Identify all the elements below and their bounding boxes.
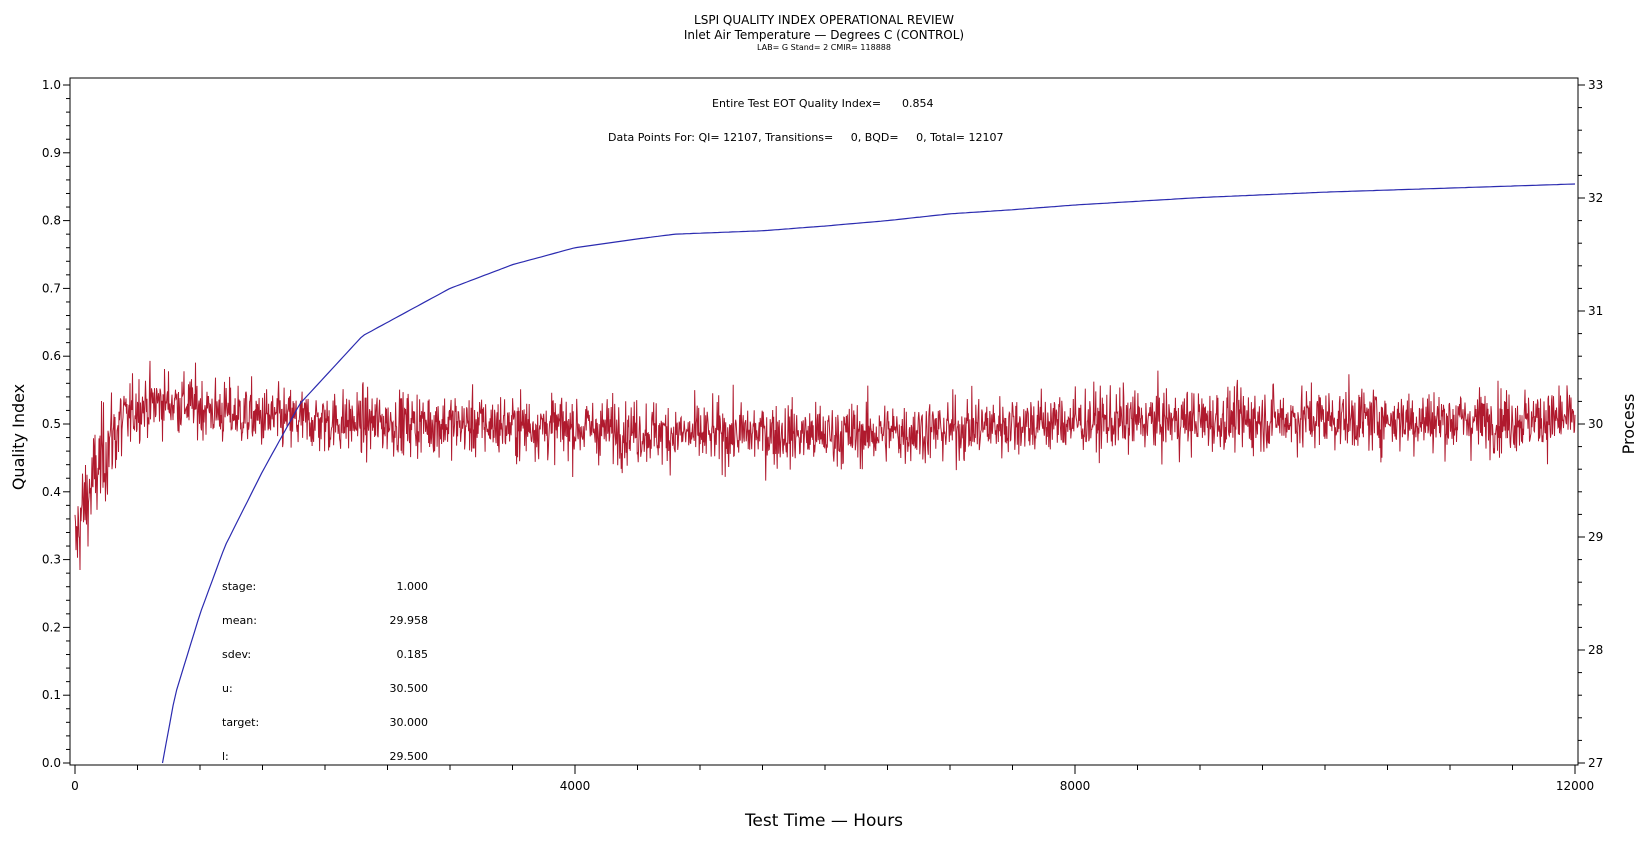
stat-label: u: (222, 682, 233, 695)
chart-title: LSPI QUALITY INDEX OPERATIONAL REVIEW (694, 13, 954, 27)
eot-quality-value: 0.854 (902, 97, 934, 110)
eot-quality-label: Entire Test EOT Quality Index= (712, 97, 881, 110)
stat-label: mean: (222, 614, 257, 627)
chart-subtitle: Inlet Air Temperature — Degrees C (CONTR… (683, 28, 965, 42)
stats-panel: stage: 1.000 mean: 29.958 sdev: 0.185 u: 30.500… (222, 580, 428, 763)
stat-label: l: (222, 750, 229, 763)
plot-frame (69, 77, 1579, 766)
data-points-summary: Data Points For: QI= 12107, Transitions=… (608, 131, 1003, 144)
stat-label: target: (222, 716, 259, 729)
y-right-tick-label: 32 (1588, 191, 1603, 205)
stat-value: 0.185 (397, 648, 429, 661)
x-axis-label: Test Time — Hours (744, 811, 903, 831)
y-left-tick-label: 0.0 (42, 756, 61, 770)
x-tick-label: 4000 (560, 779, 591, 793)
stat-value: 30.000 (390, 716, 429, 729)
x-tick-label: 8000 (1060, 779, 1091, 793)
process-series-line (74, 360, 1576, 571)
quality-index-line (161, 183, 1576, 764)
y-right-tick-label: 28 (1588, 643, 1603, 657)
stat-value: 29.958 (390, 614, 429, 627)
y-left-tick-label: 0.8 (42, 214, 61, 228)
y-left-tick-label: 0.4 (42, 485, 61, 499)
y-axis-left: 0.0 0.1 0.2 0.3 0.4 0.5 0.6 0.7 0.8 0.9 1.0 (42, 78, 70, 770)
y-axis-label-left: Quality Index (9, 384, 28, 490)
y-left-tick-label: 1.0 (42, 78, 61, 92)
y-left-tick-label: 0.9 (42, 146, 61, 160)
y-right-tick-label: 31 (1588, 304, 1603, 318)
y-left-tick-label: 0.1 (42, 688, 61, 702)
chart-subtitle-small: LAB= G Stand= 2 CMIR= 118888 (757, 43, 891, 52)
stat-value: 1.000 (397, 580, 429, 593)
y-right-tick-label: 27 (1588, 756, 1603, 770)
y-left-tick-label: 0.5 (42, 417, 61, 431)
y-left-tick-label: 0.2 (42, 620, 61, 634)
x-tick-label: 12000 (1556, 779, 1594, 793)
stat-label: sdev: (222, 648, 251, 661)
y-right-tick-label: 33 (1588, 78, 1603, 92)
y-right-tick-label: 30 (1588, 417, 1603, 431)
x-tick-label: 0 (71, 779, 79, 793)
x-axis: 0 4000 8000 12000 (71, 765, 1594, 793)
stat-value: 30.500 (390, 682, 429, 695)
stat-value: 29.500 (390, 750, 429, 763)
y-left-tick-label: 0.7 (42, 281, 61, 295)
y-left-tick-label: 0.6 (42, 349, 61, 363)
y-axis-label-right: Process (1619, 394, 1638, 455)
y-axis-right: 27 28 29 30 31 32 33 (1578, 78, 1603, 770)
y-left-tick-label: 0.3 (42, 553, 61, 567)
stat-label: stage: (222, 580, 256, 593)
series-group (74, 183, 1576, 764)
y-right-tick-label: 29 (1588, 530, 1603, 544)
